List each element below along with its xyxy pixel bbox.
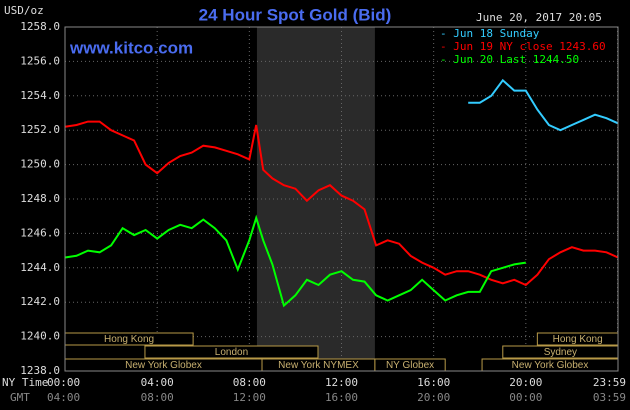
series-line [468,78,619,132]
y-tick-label: 1250.0 [20,158,60,171]
y-axis-label: USD/oz [4,4,44,17]
x2-tick-label: 20:00 [417,391,450,404]
y-tick-label: 1238.0 [20,364,60,377]
chart-title: 24 Hour Spot Gold (Bid) [199,5,392,24]
y-tick-label: 1258.0 [20,20,60,33]
y-tick-label: 1256.0 [20,54,60,67]
y-tick-label: 1252.0 [20,123,60,136]
plot-border [64,26,619,372]
x2-row-label: GMT [10,391,30,404]
session-label: New York Globex [125,360,202,371]
legend-entry: - Jun 18 Sunday [440,27,540,40]
y-tick-label: 1240.0 [20,330,60,343]
y-tick-label: 1254.0 [20,89,60,102]
x2-tick-label: 08:00 [141,391,174,404]
x-row-label: NY Time [2,376,48,389]
x2-tick-label: 04:00 [47,391,80,404]
session-label: Sydney [544,347,577,358]
series-line [64,214,526,308]
session-label: London [215,347,248,358]
x-tick-label: 12:00 [325,376,358,389]
watermark: www.kitco.com [69,38,193,57]
session-label: Hong Kong [553,334,603,345]
x-tick-label: 00:00 [47,376,80,389]
session-label: New York Globex [512,360,589,371]
x2-tick-label: 16:00 [325,391,358,404]
x2-tick-label: 00:00 [509,391,542,404]
session-label: Hong Kong [104,334,154,345]
session-label: New York NYMEX [278,360,359,371]
session-bar [144,345,319,359]
x2-tick-label: 12:00 [233,391,266,404]
x-tick-label: 08:00 [233,376,266,389]
legend-entry: - Jun 19 NY close 1243.60 [440,40,606,53]
session-label: NY Globex [386,360,434,371]
series-line [64,120,619,287]
shaded-region [256,27,375,371]
y-tick-label: 1246.0 [20,226,60,239]
x-tick-label: 20:00 [509,376,542,389]
x-tick-label: 04:00 [141,376,174,389]
x-tick-label: 16:00 [417,376,450,389]
timestamp: June 20, 2017 20:05 [476,11,602,24]
legend-entry: - Jun 20 Last 1244.50 [440,53,579,66]
y-tick-label: 1248.0 [20,192,60,205]
x2-tick-label: 03:59 [593,391,626,404]
y-tick-label: 1244.0 [20,261,60,274]
y-tick-label: 1242.0 [20,295,60,308]
x-tick-label: 23:59 [593,376,626,389]
